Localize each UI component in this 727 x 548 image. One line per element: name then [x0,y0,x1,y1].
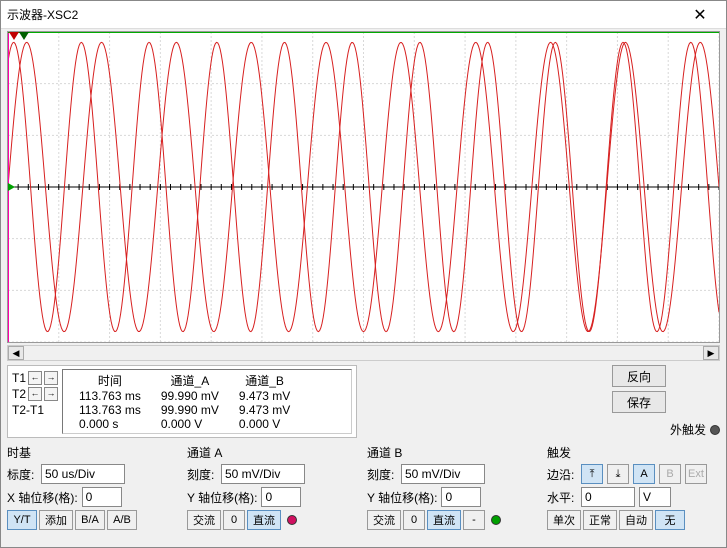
oscilloscope-display[interactable] [7,31,720,343]
timebase-title: 时基 [7,444,179,461]
ground-marker[interactable] [8,183,15,191]
reverse-button[interactable]: 反向 [612,365,666,387]
channel-b-group: 通道 B 刻度: Y 轴位移(格): 交流 0 直流 - [367,444,539,530]
col-time: 时间 [69,372,151,389]
mode-ab-button[interactable]: A/B [107,510,137,530]
level-label: 水平: [547,489,577,506]
t1-label: T1 [12,371,26,385]
chb-dc-button[interactable]: 直流 [427,510,461,530]
cha-scale-input[interactable] [221,464,305,484]
edge-fall-button[interactable]: ⤓ [607,464,629,484]
cursor-t1-marker[interactable] [9,32,19,40]
mode-yt-button[interactable]: Y/T [7,510,37,530]
ext-trigger: 外触发 [670,421,720,438]
timebase-scale-label: 标度: [7,466,37,483]
close-icon[interactable]: ✕ [680,5,720,25]
cha-ypos-input[interactable] [261,487,301,507]
chb-ypos-input[interactable] [441,487,481,507]
chb-zero-button[interactable]: 0 [403,510,425,530]
trig-src-ext-button[interactable]: Ext [685,464,707,484]
scroll-track[interactable] [24,346,703,360]
cha-ypos-label: Y 轴位移(格): [187,489,257,506]
t2-right-button[interactable]: → [44,387,58,401]
t1-left-button[interactable]: ← [28,371,42,385]
timebase-xpos-input[interactable] [82,487,122,507]
window-title: 示波器-XSC2 [7,6,680,23]
mode-add-button[interactable]: 添加 [39,510,73,530]
t2-left-button[interactable]: ← [28,387,42,401]
mode-ba-button[interactable]: B/A [75,510,105,530]
cursor-readout: 时间 通道_A 通道_B 113.763 ms 99.990 mV 9.473 … [62,369,352,434]
col-cha: 通道_A [151,372,229,389]
horizontal-scrollbar[interactable]: ◀ ▶ [7,345,720,361]
cursor-panel-row: T1 ← → T2 ← → T2-T1 时间 通道_A 通道_B [7,365,720,438]
trig-auto-button[interactable]: 自动 [619,510,653,530]
t2-label: T2 [12,387,26,401]
chb-minus-button[interactable]: - [463,510,485,530]
save-button[interactable]: 保存 [612,391,666,413]
cha-scale-label: 刻度: [187,466,217,483]
ext-trig-label: 外触发 [670,421,706,438]
t1-right-button[interactable]: → [44,371,58,385]
chb-ac-button[interactable]: 交流 [367,510,401,530]
trig-single-button[interactable]: 单次 [547,510,581,530]
side-buttons: 反向 保存 [612,365,666,438]
trig-none-button[interactable]: 无 [655,510,685,530]
trigger-group: 触发 边沿: ⤒ ⤓ A B Ext 水平: 单次 正常 自动 无 [547,444,720,530]
scroll-right-button[interactable]: ▶ [703,346,719,360]
table-row: 0.000 s 0.000 V 0.000 V [69,417,300,431]
cursor-panel: T1 ← → T2 ← → T2-T1 时间 通道_A 通道_B [7,365,357,438]
table-row: 113.763 ms 99.990 mV 9.473 mV [69,403,300,417]
chb-scale-input[interactable] [401,464,485,484]
level-input[interactable] [581,487,635,507]
cha-title: 通道 A [187,444,359,461]
trig-src-a-button[interactable]: A [633,464,655,484]
chb-indicator-led [491,515,501,525]
chb-scale-label: 刻度: [367,466,397,483]
cursor-labels: T1 ← → T2 ← → T2-T1 [12,369,58,434]
channel-a-group: 通道 A 刻度: Y 轴位移(格): 交流 0 直流 [187,444,359,530]
scroll-left-button[interactable]: ◀ [8,346,24,360]
col-chb: 通道_B [229,372,300,389]
trig-src-b-button[interactable]: B [659,464,681,484]
table-row: 113.763 ms 99.990 mV 9.473 mV [69,389,300,403]
ext-trig-led [710,425,720,435]
level-unit-input[interactable] [639,487,671,507]
chb-ypos-label: Y 轴位移(格): [367,489,437,506]
cursor-t2-marker[interactable] [19,32,29,40]
trigger-title: 触发 [547,444,720,461]
timebase-group: 时基 标度: X 轴位移(格): Y/T 添加 B/A A/B [7,444,179,530]
cha-zero-button[interactable]: 0 [223,510,245,530]
edge-label: 边沿: [547,466,577,483]
controls: 时基 标度: X 轴位移(格): Y/T 添加 B/A A/B 通道 A 刻度:… [7,444,720,530]
trig-normal-button[interactable]: 正常 [583,510,617,530]
titlebar: 示波器-XSC2 ✕ [1,1,726,29]
cha-indicator-led [287,515,297,525]
cha-dc-button[interactable]: 直流 [247,510,281,530]
t2t1-label: T2-T1 [12,403,44,417]
edge-rise-button[interactable]: ⤒ [581,464,603,484]
timebase-xpos-label: X 轴位移(格): [7,489,78,506]
chb-title: 通道 B [367,444,539,461]
cha-ac-button[interactable]: 交流 [187,510,221,530]
scope-canvas [8,32,719,342]
timebase-scale-input[interactable] [41,464,125,484]
